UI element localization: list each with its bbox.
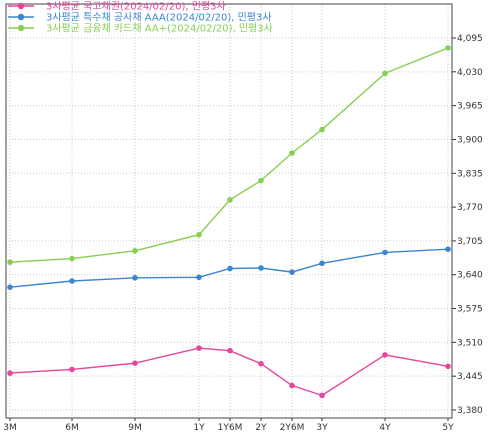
data-point [445, 45, 451, 51]
data-point [289, 150, 295, 156]
y-tick-label: 3,900 [457, 135, 483, 145]
series-line [9, 248, 449, 288]
data-point [319, 392, 325, 399]
x-tick-label: 2Y [255, 423, 267, 433]
legend-marker [17, 13, 25, 21]
y-tick-label: 3,705 [457, 237, 483, 247]
data-point [7, 370, 13, 376]
data-point [132, 275, 138, 281]
data-point [319, 260, 325, 267]
series-2 [7, 246, 451, 291]
x-tick-label: 1Y6M [218, 423, 243, 433]
data-point [445, 363, 451, 370]
series-layer [7, 45, 451, 399]
series-line [9, 47, 449, 263]
data-point [196, 345, 202, 351]
x-tick-label: 9M [128, 423, 142, 433]
data-point [227, 197, 233, 203]
x-tick-label: 1Y [193, 423, 205, 433]
data-point [7, 284, 13, 291]
y-tick-label: 3,965 [457, 102, 483, 112]
grid [6, 4, 452, 418]
series-1 [7, 345, 451, 399]
data-point [69, 278, 75, 284]
series-line [9, 347, 449, 397]
x-tick-label: 2Y6M [280, 423, 305, 433]
series-3 [7, 45, 451, 266]
y-tick-label: 3,445 [457, 372, 483, 382]
data-point [258, 360, 264, 367]
data-point [445, 246, 451, 252]
y-tick-label: 3,510 [457, 338, 483, 348]
x-tick-label: 6M [65, 423, 79, 433]
data-point [382, 70, 388, 77]
x-tick-label: 5Y [442, 423, 454, 433]
data-point [7, 259, 13, 266]
data-point [258, 177, 264, 184]
y-tick-label: 3,380 [457, 406, 483, 416]
legend-entry: 3사평균 금융채 카드채 AA+(2024/02/20), 민평3사 [46, 23, 273, 35]
legend-entry: 3사평균 특수채 공사채 AAA(2024/02/20), 민평3사 [46, 12, 272, 24]
axes: 4,095 4,030 3,965 3,900 3,835 3,770 3,705 3,640… [3, 3, 483, 433]
data-point [69, 255, 75, 262]
legend-marker [17, 2, 25, 10]
legend-marker [17, 24, 25, 32]
x-tick-label: 4Y [379, 423, 391, 433]
legend-entry: 3사평균 국고채권(2024/02/20), 민평3사 [46, 1, 226, 13]
y-tick-label: 4,030 [457, 68, 483, 78]
x-tick-label: 3M [3, 423, 17, 433]
data-point [289, 382, 295, 389]
plot-frame [5, 3, 453, 419]
data-point [227, 265, 233, 272]
data-point [196, 231, 202, 238]
x-tick-label: 3Y [316, 423, 328, 433]
data-point [258, 265, 264, 271]
y-tick-label: 3,640 [457, 271, 483, 281]
y-tick-label: 3,835 [457, 169, 483, 179]
data-point [227, 347, 233, 354]
data-point [69, 366, 75, 373]
data-point [196, 274, 202, 281]
data-point [132, 248, 138, 254]
data-point [382, 249, 388, 256]
data-point [319, 126, 325, 133]
y-tick-label: 4,095 [457, 34, 483, 44]
data-point [132, 360, 138, 367]
y-tick-label: 3,575 [457, 305, 483, 315]
data-point [289, 269, 295, 275]
y-tick-label: 3,770 [457, 203, 483, 213]
data-point [382, 352, 388, 358]
